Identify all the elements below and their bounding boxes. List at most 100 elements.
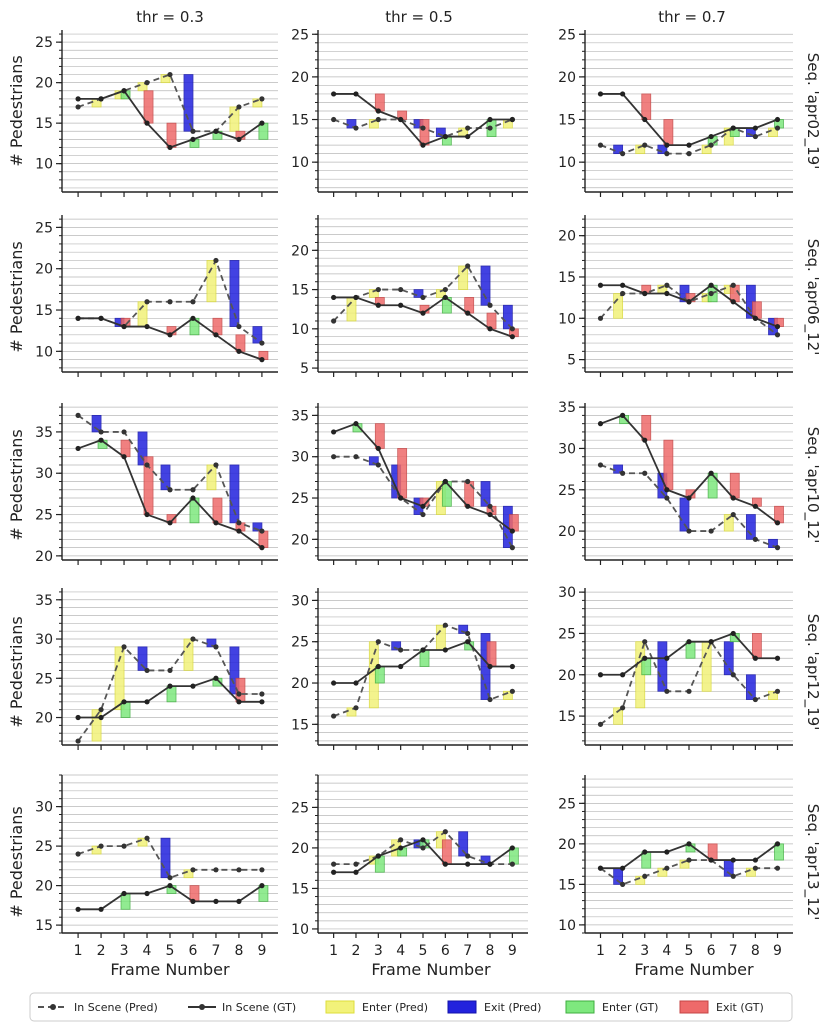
in-scene-gt-point [331,680,337,686]
legend: In Scene (Pred) In Scene (GT) Enter (Pre… [29,992,793,1022]
in-scene-pred-point [213,462,219,468]
in-scene-gt-point [375,302,381,308]
enter-pred-bar [679,859,690,869]
in-scene-pred-point [664,688,670,694]
in-scene-pred-point [190,128,196,134]
y-tick-label: 10 [291,155,309,171]
panel-r2-c2: 5 10 15 20 [291,215,528,377]
enter-pred-bar [252,98,263,108]
in-scene-gt-point [144,699,150,705]
in-scene-pred-point [465,125,471,131]
in-scene-gt-point [236,528,242,534]
in-scene-pred-point [664,151,670,157]
enter-gt-bar [120,893,131,910]
in-scene-pred-point [752,865,758,871]
in-scene-pred-line [599,859,778,886]
exit-pred-bar [391,641,402,651]
in-scene-gt-point [190,315,196,321]
y-tick-label: 15 [35,303,53,319]
in-scene-pred-point [167,71,173,78]
in-scene-pred-point [167,487,173,493]
y-tick-label: 30 [558,585,576,601]
in-scene-gt-point [708,857,714,863]
x-axis-label-col-2: Frame Number [371,960,491,979]
enter-gt-bar [166,685,177,703]
y-tick-label: 10 [558,918,576,934]
y-tick-label: 20 [558,229,576,245]
in-scene-pred-point [375,116,381,123]
in-scene-gt-point [213,898,219,905]
in-scene-pred-point [353,125,359,131]
in-scene-pred-point [487,302,493,308]
y-tick-label: 30 [35,800,53,816]
in-scene-gt-point [375,108,381,114]
in-scene-pred-point [144,462,150,468]
exit-pred-bar [252,522,263,532]
in-scene-gt-point [190,898,196,905]
legend-swatch-enter-pred [325,1000,355,1014]
exit-gt-bar [189,885,200,902]
y-tick-label: 25 [35,671,53,687]
y-tick-label: 20 [291,532,309,548]
y-tick-label: 15 [35,116,53,132]
in-scene-pred-point [442,829,448,835]
in-scene-gt-point [213,332,219,338]
x-tick-label: 6 [441,943,450,959]
exit-gt-bar [729,472,740,499]
in-scene-pred-point [730,672,736,678]
panel-r3-c3: 20 25 30 35 [558,400,793,565]
y-tick-label: 15 [558,270,576,286]
in-scene-gt-point [620,282,626,288]
exit-gt-bar [120,439,131,458]
in-scene-pred-point [75,738,81,744]
in-scene-gt-point [236,699,242,705]
exit-gt-bar [212,497,223,524]
in-scene-gt-point [353,680,359,686]
in-scene-gt-point [121,323,127,330]
legend-exit-pred: Exit (Pred) [447,1000,541,1014]
in-scene-pred-point [597,721,604,727]
in-scene-pred-point [730,511,736,518]
in-scene-pred-point [236,520,242,526]
in-scene-pred-point [664,865,670,871]
y-tick-label: 25 [291,491,309,507]
in-scene-gt-point [708,639,714,645]
y-tick-label: 25 [35,508,53,524]
in-scene-gt-point [75,906,81,912]
in-scene-pred-point [420,125,426,131]
y-tick-label: 20 [35,76,53,92]
x-tick-label: 4 [396,943,405,959]
in-scene-gt-point [213,675,219,681]
enter-pred-bar [723,514,734,532]
y-tick-label: 20 [291,676,309,692]
legend-label-in-scene-pred: In Scene (Pred) [74,1001,158,1014]
in-scene-pred-point [213,644,219,650]
x-tick-label: 1 [329,943,338,959]
in-scene-gt-point [465,639,471,645]
in-scene-gt-point [686,299,692,305]
y-tick-label: 15 [291,283,309,299]
in-scene-gt-point [144,511,150,518]
enter-gt-bar [258,122,269,140]
in-scene-gt-point [597,672,604,678]
in-scene-gt-point [708,470,714,476]
in-scene-pred-point [167,875,173,881]
y-tick-label: 20 [558,524,576,540]
in-scene-pred-point [213,867,219,873]
in-scene-gt-point [509,663,515,670]
in-scene-pred-point [398,837,404,843]
in-scene-pred-point [398,647,404,653]
panel-r1-c3: 10 15 20 25 [558,27,793,197]
y-tick-label: 10 [291,322,309,338]
column-title-thr-0.7: thr = 0.7 [658,8,726,26]
exit-pred-bar [91,414,102,433]
in-scene-gt-point [442,294,448,301]
y-tick-label: 25 [558,27,576,43]
x-tick-label: 1 [74,943,83,959]
in-scene-pred-point [398,286,404,293]
in-scene-pred-point [420,511,426,518]
in-scene-pred-point [375,639,381,645]
exit-gt-bar [143,90,154,124]
y-tick-label: 20 [35,711,53,727]
